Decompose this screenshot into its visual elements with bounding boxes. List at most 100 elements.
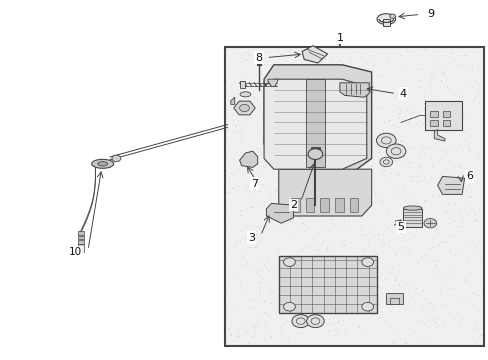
Point <box>423 189 430 194</box>
Point <box>428 171 436 176</box>
Point <box>463 146 471 152</box>
Point <box>320 70 328 76</box>
Point <box>339 73 347 79</box>
Text: 7: 7 <box>250 179 257 189</box>
Point <box>267 195 275 201</box>
Point <box>229 308 237 314</box>
Point <box>258 294 266 300</box>
Point <box>420 100 427 106</box>
Point <box>430 59 438 64</box>
Point <box>295 85 303 90</box>
Point <box>394 282 402 288</box>
Point <box>373 314 381 320</box>
Point <box>295 214 303 220</box>
Point <box>386 202 394 208</box>
Point <box>446 221 453 227</box>
Point <box>364 262 372 268</box>
Point <box>439 274 447 279</box>
Point <box>412 337 420 343</box>
Point <box>284 334 292 340</box>
Point <box>459 53 467 58</box>
Point <box>476 77 484 83</box>
Point <box>248 216 256 222</box>
Point <box>344 146 352 152</box>
Point <box>418 142 426 148</box>
Point <box>438 238 446 244</box>
Point <box>340 258 348 264</box>
Point <box>288 234 296 240</box>
Point <box>277 323 285 329</box>
Point <box>311 195 319 201</box>
Point <box>449 218 457 224</box>
Point <box>227 83 235 89</box>
Point <box>284 176 291 182</box>
Point <box>235 128 243 134</box>
Point <box>363 270 370 275</box>
Point <box>416 162 424 168</box>
Point <box>442 84 450 90</box>
Point <box>370 118 378 124</box>
Point <box>265 114 273 120</box>
Point <box>394 281 402 287</box>
Point <box>273 258 281 264</box>
Point <box>458 218 466 224</box>
Point <box>346 129 354 135</box>
Point <box>266 83 274 89</box>
Polygon shape <box>433 130 444 141</box>
Point <box>444 239 451 245</box>
Point <box>470 78 478 84</box>
Point <box>360 118 367 124</box>
Point <box>412 179 420 185</box>
Ellipse shape <box>98 162 107 166</box>
Point <box>454 141 462 147</box>
Point <box>346 179 353 185</box>
Point <box>261 318 269 324</box>
Point <box>448 50 456 55</box>
Point <box>470 94 478 100</box>
Point <box>346 55 354 61</box>
Point <box>377 191 385 197</box>
Point <box>417 274 425 279</box>
Point <box>315 85 323 91</box>
Point <box>375 172 383 177</box>
Point <box>239 125 246 131</box>
Point <box>238 212 245 218</box>
Point <box>350 131 358 137</box>
Point <box>291 140 299 145</box>
Point <box>310 76 318 81</box>
Point <box>384 118 392 123</box>
Point <box>432 119 440 125</box>
Point <box>349 300 357 305</box>
Circle shape <box>389 14 395 18</box>
Point <box>469 283 477 288</box>
Point <box>279 157 286 163</box>
Point <box>470 212 478 217</box>
Point <box>467 63 474 69</box>
Point <box>306 206 314 211</box>
Point <box>292 132 300 138</box>
Point <box>419 154 427 159</box>
Point <box>264 151 272 157</box>
Point <box>384 339 391 345</box>
Point <box>243 52 251 58</box>
Point <box>269 130 277 135</box>
Point <box>368 251 376 257</box>
Point <box>312 255 320 261</box>
Point <box>325 228 333 233</box>
Point <box>250 94 258 100</box>
Point <box>357 92 365 98</box>
Point <box>400 85 407 91</box>
Point <box>303 89 310 95</box>
Point <box>374 135 382 141</box>
Point <box>468 325 476 330</box>
Point <box>287 112 295 117</box>
Point <box>375 118 383 123</box>
Point <box>317 86 325 92</box>
Point <box>330 118 338 124</box>
Text: 2: 2 <box>289 200 296 210</box>
Point <box>438 70 446 76</box>
Point <box>408 109 416 115</box>
Point <box>339 123 347 129</box>
Point <box>294 336 302 342</box>
Point <box>404 118 411 124</box>
